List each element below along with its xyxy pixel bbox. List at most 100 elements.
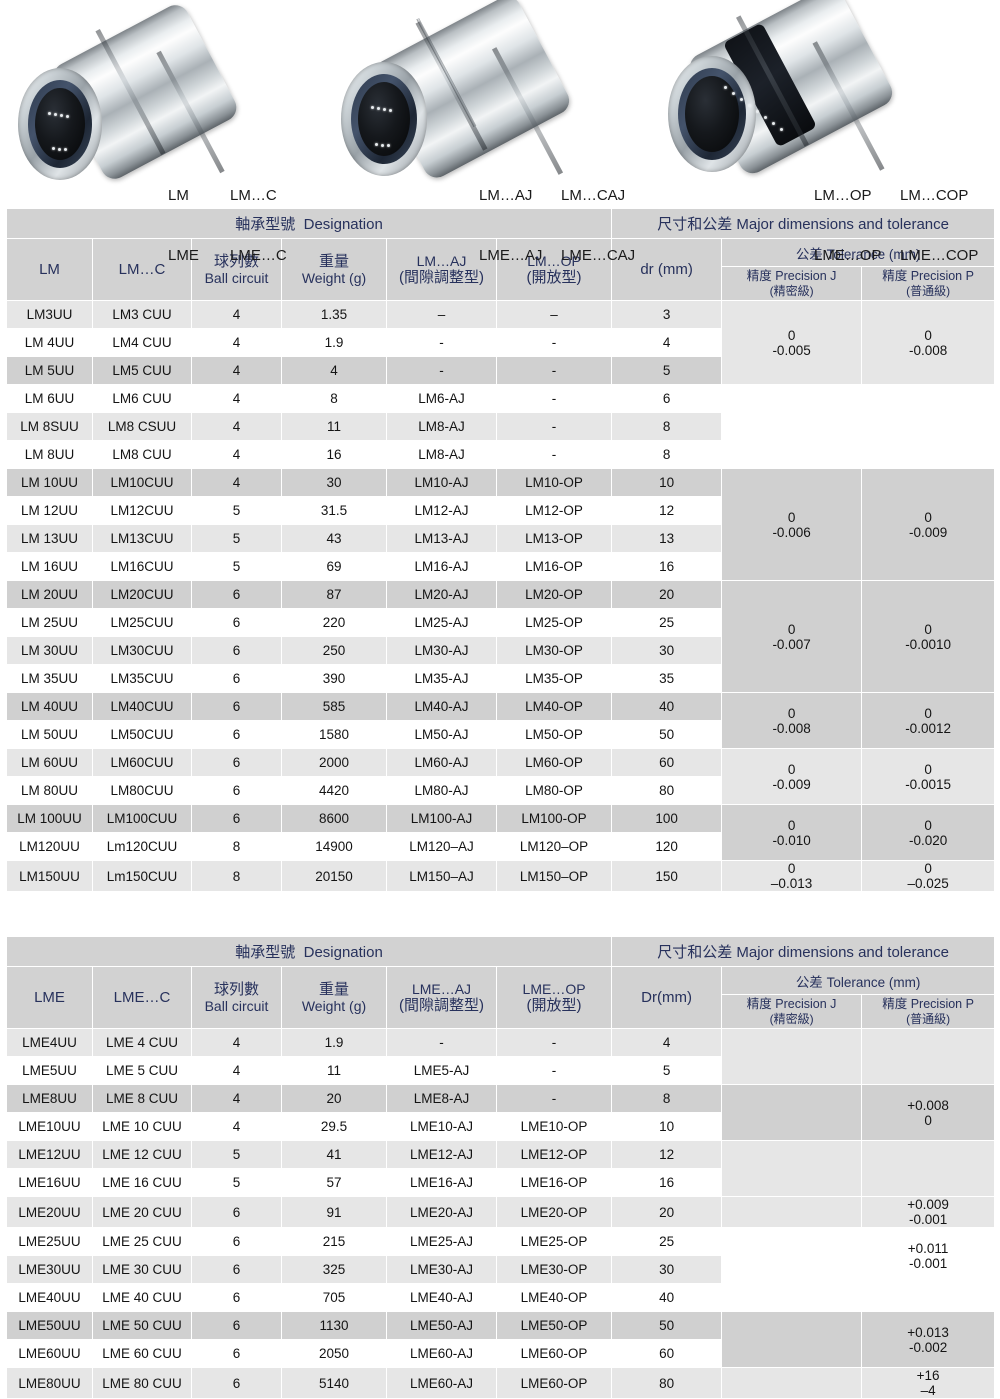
cell-model-lm: LM 50UU [6, 720, 93, 749]
header-designation-group: 軸承型號 Designation [5, 936, 613, 967]
table-row: LME5UU LME 5 CUU 4 11 LME5-AJ -5 [6, 1056, 995, 1085]
table-row: LM 40UU LM40CUU 6 585 LM40-AJ LM40-OP 40 0 -0.0… [6, 692, 996, 749]
cell-tolerance-precision-j: 0 -0.005 [721, 300, 863, 385]
cell-aj-model: LME8-AJ [386, 1084, 497, 1113]
cell-ball-circuit: 6 [191, 692, 282, 721]
cell-tolerance-precision-p [861, 1283, 996, 1312]
cell-model-lme: LME10UU [6, 1112, 93, 1141]
cell-model-lm: LM3UU [6, 300, 93, 329]
table-row: LME25UU LME 25 CUU 6 215 LME25-AJ LME25-OP 25 +… [6, 1227, 996, 1284]
cell-model-lm: LM 10UU [6, 468, 93, 497]
cell-op-model: LM16-OP [495, 552, 613, 581]
cell-weight: 215 [281, 1227, 387, 1256]
cell-tolerance-precision-p: 0 -0.009 [861, 468, 996, 581]
cell-weight: 41 [281, 1140, 387, 1169]
col-header-precision-p: 精度 Precision P (普通級) [861, 266, 996, 301]
cell-weight: 11 [281, 1056, 387, 1085]
cell-dr: 4 [611, 328, 723, 357]
lme-spec-table-wrapper: 軸承型號 Designation 尺寸和公差 Major dimensions … [5, 936, 996, 1399]
cell-dr: 20 [611, 1196, 723, 1228]
lm-table-column-row: LM LM…C 球列數 Ball circuit 重量 Weight (g) L [6, 238, 996, 301]
cell-ball-circuit: 6 [191, 1227, 282, 1256]
table-row: LM 25UU LM25CUU 6 220 LM25-AJ LM25-OP 25 [6, 608, 995, 637]
cell-tolerance-precision-p: +0.011 -0.001 [861, 1227, 996, 1284]
cell-model-lmc: LM30CUU [92, 636, 192, 665]
cell-model-lmc: LM6 CUU [92, 384, 192, 413]
cell-aj-model: LM20-AJ [386, 580, 497, 609]
header-dimensions-en: Major dimensions and tolerance [736, 216, 949, 233]
cell-ball-circuit: 5 [191, 496, 282, 525]
col-header-weight: 重量 Weight (g) [281, 966, 387, 1029]
cell-tolerance-precision-p: 0 -0.0012 [861, 692, 996, 749]
cell-dr: 13 [611, 524, 723, 553]
cell-ball-circuit: 5 [191, 1168, 282, 1197]
cell-ball-circuit: 4 [191, 384, 282, 413]
cell-dr: 25 [611, 608, 723, 637]
cell-model-lm: LM 13UU [6, 524, 93, 553]
photo-label-line2-col2: LME…COP [900, 247, 979, 264]
cell-model-lmec: LME 10 CUU [92, 1112, 192, 1141]
cell-tolerance-precision-p [861, 384, 996, 469]
cell-model-lm: LM 35UU [6, 664, 93, 693]
cell-model-lmec: LME 20 CUU [92, 1196, 192, 1228]
table-row: LME20UU LME 20 CUU 6 91 LME20-AJ LME20-OP 20 +0… [6, 1196, 996, 1228]
cell-weight: 91 [281, 1196, 387, 1228]
table-row: LME16UU LME 16 CUU 5 57 LME16-AJ LME16-OP 16 [6, 1168, 995, 1197]
cell-dr: 5 [611, 356, 723, 385]
cell-ball-circuit: 6 [191, 1255, 282, 1284]
cell-op-model: LM12-OP [495, 496, 613, 525]
cell-tolerance-precision-j [721, 384, 863, 469]
cell-dr: 80 [611, 776, 723, 805]
photo-label-line1-col2: LM…C [230, 187, 277, 204]
header-dimensions-en: Major dimensions and tolerance [736, 944, 949, 961]
cell-model-lmc: LM16CUU [92, 552, 192, 581]
cell-op-model: LME60-OP [495, 1339, 613, 1368]
header-designation-cn: 軸承型號 [235, 216, 296, 233]
cell-op-model: LM30-OP [495, 636, 613, 665]
cell-weight: 16 [281, 440, 387, 469]
cell-weight: 29.5 [281, 1112, 387, 1141]
cell-weight: 8600 [281, 804, 387, 833]
cell-aj-model: LM13-AJ [386, 524, 497, 553]
cell-ball-circuit: 5 [191, 524, 282, 553]
lme-table-precision-row: 精度 Precision J (精密級) 精度 Precision P (普通級… [7, 994, 996, 1029]
cell-weight: 220 [281, 608, 387, 637]
cell-op-model: - [495, 1028, 613, 1057]
cell-model-lmc: LM50CUU [92, 720, 192, 749]
cell-ball-circuit: 6 [191, 1311, 282, 1340]
col-header-weight: 重量 Weight (g) [281, 238, 387, 301]
table-row: LM 16UU LM16CUU 5 69 LM16-AJ LM16-OP 16 [6, 552, 995, 581]
cell-tolerance-precision-j [721, 1311, 863, 1368]
cell-aj-model: LME5-AJ [386, 1056, 497, 1085]
cell-dr: 8 [611, 440, 723, 469]
header-designation-group: 軸承型號 Designation [5, 208, 613, 239]
cell-weight: 87 [281, 580, 387, 609]
col-header-lm: LM [6, 238, 93, 301]
cell-dr: 12 [611, 496, 723, 525]
lme-table-body: LME4UU LME 4 CUU 4 1.9- -4 LME5UU LME 5 CUU 4 11… [6, 1028, 996, 1399]
cell-dr: 25 [611, 1227, 723, 1256]
table-gap-divider [0, 892, 1000, 936]
cell-ball-circuit: 4 [191, 1056, 282, 1085]
cell-tolerance-precision-p [861, 1028, 996, 1085]
col-header-aj: LM…AJ (間隙調整型) [386, 238, 497, 301]
cell-model-lme: LME4UU [6, 1028, 93, 1057]
cell-model-lme: LME8UU [6, 1084, 93, 1113]
cell-ball-circuit: 4 [191, 1028, 282, 1057]
cell-tolerance-precision-j [721, 1283, 863, 1312]
cell-tolerance-precision-p: +0.013 -0.002 [861, 1311, 996, 1368]
table-row: LM 12UU LM12CUU 5 31.5 LM12-AJ LM12-OP 12 [6, 496, 995, 525]
header-designation-en: Designation [303, 944, 383, 961]
cell-tolerance-precision-j [721, 1196, 863, 1228]
col-header-op: LM…OP (開放型) [495, 238, 613, 301]
cell-weight: 11 [281, 412, 387, 441]
cell-dr: 50 [611, 1311, 723, 1340]
cell-tolerance-precision-j: 0 -0.008 [721, 692, 863, 749]
cell-weight: 585 [281, 692, 387, 721]
cell-aj-model: LM16-AJ [386, 552, 497, 581]
cell-weight: 250 [281, 636, 387, 665]
photo-label-line2-col1: LME…AJ [479, 247, 543, 264]
cell-op-model: - [495, 356, 613, 385]
cell-op-model: – [495, 300, 613, 329]
